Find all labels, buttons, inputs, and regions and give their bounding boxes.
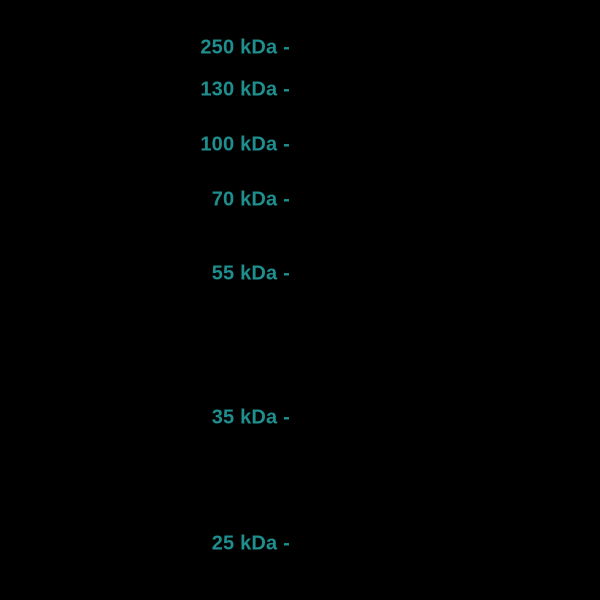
mw-marker-55: 55 kDa - xyxy=(212,263,290,286)
mw-marker-250: 250 kDa - xyxy=(200,37,290,60)
mw-marker-70: 70 kDa - xyxy=(212,189,290,212)
gel-ladder-figure: 250 kDa - 130 kDa - 100 kDa - 70 kDa - 5… xyxy=(0,0,600,600)
mw-marker-130: 130 kDa - xyxy=(200,79,290,102)
mw-marker-100: 100 kDa - xyxy=(200,134,290,157)
mw-marker-35: 35 kDa - xyxy=(212,407,290,430)
mw-marker-25: 25 kDa - xyxy=(212,533,290,556)
